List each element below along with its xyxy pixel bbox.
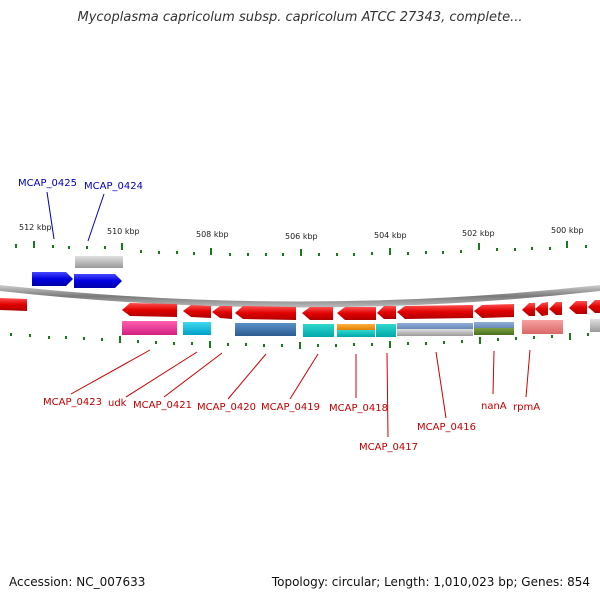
domain-block[interactable] [337, 324, 375, 330]
domain-block[interactable] [303, 324, 334, 337]
domain-block[interactable] [183, 322, 211, 335]
gene-arrow[interactable] [302, 307, 333, 320]
kbp-axis-labels: 512 kbp 510 kbp 508 kbp 506 kbp 504 kbp … [19, 223, 584, 241]
genome-backbone [0, 285, 600, 308]
kbp-label: 508 kbp [196, 230, 229, 239]
gene-arrow[interactable] [337, 307, 376, 320]
gene-label-rpma[interactable]: rpmA [513, 402, 540, 413]
gene-arrow-mcap-0424[interactable] [74, 274, 122, 288]
gene-label-mcap-0425[interactable]: MCAP_0425 [18, 178, 77, 189]
gene-arrow[interactable] [212, 306, 232, 319]
domain-block[interactable] [122, 321, 177, 335]
domain-block[interactable] [337, 330, 375, 337]
gene-label-mcap-0423[interactable]: MCAP_0423 [43, 397, 102, 408]
kbp-label: 512 kbp [19, 223, 52, 232]
gene-arrow[interactable] [522, 303, 535, 316]
gene-arrow[interactable] [183, 305, 211, 318]
gene-arrow-mcap-0425[interactable] [32, 272, 73, 286]
gene-arrow[interactable] [474, 304, 514, 318]
domain-block[interactable] [474, 322, 514, 328]
kbp-label: 502 kbp [462, 229, 495, 238]
inner-tick-row [10, 333, 589, 349]
gene-feature[interactable] [75, 256, 123, 268]
gene-arrow[interactable] [377, 306, 396, 319]
gene-label-mcap-0424[interactable]: MCAP_0424 [84, 181, 143, 192]
reverse-leader-lines [70, 349, 531, 438]
gene-arrow[interactable] [569, 301, 587, 314]
reverse-strand-genes [0, 298, 600, 320]
domain-block[interactable] [235, 323, 296, 336]
gene-arrow[interactable] [235, 306, 296, 320]
gene-arrow[interactable] [535, 302, 548, 316]
forward-gene-labels: MCAP_0425 MCAP_0424 [18, 178, 143, 192]
genome-stats-text: Topology: circular; Length: 1,010,023 bp… [271, 575, 590, 589]
domain-block[interactable] [522, 320, 563, 334]
gene-arrow[interactable] [549, 302, 562, 315]
gene-arrow[interactable] [397, 305, 473, 319]
accession-text: Accession: NC_007633 [9, 575, 146, 589]
gene-arrow[interactable] [0, 298, 27, 311]
kbp-label: 504 kbp [374, 231, 407, 240]
gene-label-mcap-0420[interactable]: MCAP_0420 [197, 402, 256, 413]
forward-strand-genes [32, 256, 123, 288]
gene-label-mcap-0421[interactable]: MCAP_0421 [133, 400, 192, 411]
reverse-gene-labels: MCAP_0423 udk MCAP_0421 MCAP_0420 MCAP_0… [43, 397, 540, 453]
domain-block[interactable] [376, 324, 396, 337]
gene-label-udk[interactable]: udk [108, 398, 127, 409]
gene-label-mcap-0416[interactable]: MCAP_0416 [417, 422, 476, 433]
domain-track [122, 319, 600, 337]
gene-arrow[interactable] [122, 303, 177, 317]
domain-block[interactable] [590, 319, 600, 332]
gene-label-mcap-0418[interactable]: MCAP_0418 [329, 403, 388, 414]
domain-block[interactable] [397, 329, 473, 336]
outer-tick-row [15, 241, 587, 256]
kbp-label: 506 kbp [285, 232, 318, 241]
gene-label-mcap-0417[interactable]: MCAP_0417 [359, 442, 418, 453]
gene-label-nana[interactable]: nanA [481, 401, 507, 412]
domain-block[interactable] [397, 323, 473, 329]
kbp-label: 510 kbp [107, 227, 140, 236]
gene-arrow[interactable] [588, 300, 600, 313]
kbp-label: 500 kbp [551, 226, 584, 235]
forward-leader-lines [46, 191, 105, 242]
map-title: Mycoplasma capricolum subsp. capricolum … [77, 10, 523, 25]
gene-label-mcap-0419[interactable]: MCAP_0419 [261, 402, 320, 413]
domain-block[interactable] [474, 328, 514, 335]
